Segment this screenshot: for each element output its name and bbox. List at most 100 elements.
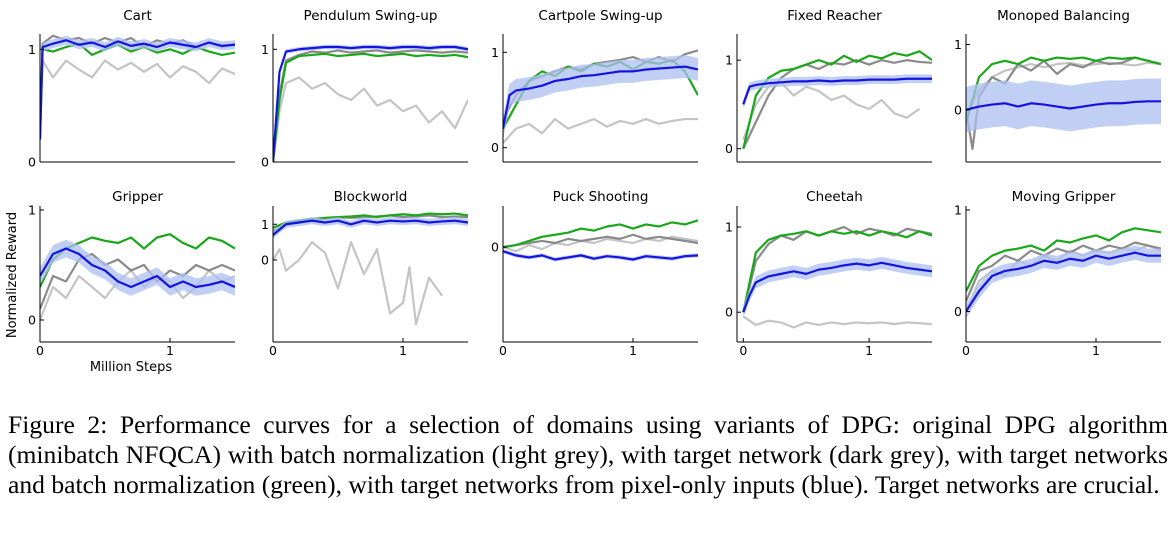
x-tick-label: 0 (36, 343, 44, 358)
y-axis-label: Normalized Reward (5, 212, 20, 338)
series-band-blue (40, 35, 235, 144)
y-tick-label: 0 (491, 140, 499, 155)
series-line-blue (966, 100, 1161, 111)
y-tick-label: 1 (725, 53, 733, 68)
x-tick-label: 0 (739, 343, 747, 358)
panel-title: Moving Gripper (1012, 189, 1116, 205)
panel-gripper: Gripper 0 1 0 1 (28, 189, 235, 358)
panel-title: Monoped Balancing (997, 8, 1130, 24)
x-axis-label: Million Steps (90, 360, 173, 375)
panel-pendulum-swing-up: Pendulum Swing-up 0 1 (261, 8, 468, 170)
x-tick-label: 1 (166, 343, 174, 358)
series-line-green (273, 52, 468, 162)
panel-title: Cheetah (806, 189, 863, 205)
y-tick-label: 0 (725, 141, 733, 156)
series-band-blue (273, 217, 468, 239)
series-line-green (742, 50, 932, 149)
y-tick-label: 0 (28, 313, 36, 328)
plot-area (503, 219, 698, 262)
panel-title: Cartpole Swing-up (538, 8, 662, 24)
plot-area (273, 44, 468, 162)
plot-area (742, 50, 932, 150)
series-line-green (966, 56, 1161, 124)
x-tick-label: 1 (1092, 343, 1100, 358)
plot-area (742, 225, 932, 329)
plot-area (40, 233, 235, 321)
series-band-blue (743, 74, 932, 109)
series-line-light_grey (273, 76, 468, 162)
y-tick-label: 0 (261, 155, 269, 170)
plot-area (503, 49, 698, 144)
series-line-blue (40, 247, 235, 289)
series-line-green (966, 227, 1161, 292)
series-band-blue (503, 249, 698, 262)
series-line-green (40, 42, 235, 140)
panel-puck-shooting: Puck Shooting 0 0 1 (491, 189, 698, 358)
y-tick-label: 1 (954, 203, 962, 218)
series-line-light_grey (742, 315, 932, 329)
series-line-blue (742, 77, 932, 105)
series-line-blue (966, 251, 1161, 313)
series-line-dark_grey (273, 49, 468, 162)
panel-title: Fixed Reacher (787, 8, 882, 24)
panel-monoped-balancing: Monoped Balancing 0 1 (954, 8, 1161, 163)
y-tick-label: 1 (261, 42, 269, 57)
y-tick-label: 0 (725, 305, 733, 320)
x-tick-label: 1 (399, 343, 407, 358)
panel-title: Gripper (112, 189, 163, 205)
y-tick-label: 1 (491, 45, 499, 60)
x-tick-label: 0 (269, 343, 277, 358)
plot-area (966, 56, 1161, 151)
panel-fixed-reacher: Fixed Reacher 0 1 (725, 8, 932, 163)
series-line-blue (742, 261, 932, 313)
y-tick-label: 0 (261, 252, 269, 267)
series-line-light_grey (503, 117, 698, 144)
series-line-blue (273, 219, 468, 236)
plot-area (273, 212, 468, 326)
figure-caption: Figure 2: Performance curves for a selec… (8, 410, 1168, 499)
series-band-blue (966, 245, 1161, 319)
series-line-dark_grey (966, 241, 1161, 302)
series-line-green (742, 230, 932, 313)
series-line-dark_grey (503, 233, 698, 249)
panel-blockworld: Blockworld 0 1 0 1 (261, 189, 468, 358)
series-line-blue (273, 45, 468, 162)
y-tick-label: 1 (28, 203, 36, 218)
y-tick-label: 1 (725, 220, 733, 235)
panel-title: Puck Shooting (553, 189, 649, 205)
y-tick-label: 1 (261, 217, 269, 232)
series-band-blue (273, 44, 468, 162)
y-tick-label: 0 (28, 155, 36, 170)
x-tick-label: 1 (865, 343, 873, 358)
panel-moving-gripper: Moving Gripper 0 1 0 1 (954, 189, 1161, 358)
x-tick-label: 0 (962, 343, 970, 358)
series-line-light_grey (742, 81, 921, 141)
y-tick-label: 0 (954, 102, 962, 117)
panel-cart: Cart 0 1 (28, 8, 235, 170)
series-line-blue (503, 65, 698, 129)
plot-area (966, 227, 1161, 319)
x-tick-label: 0 (499, 343, 507, 358)
series-line-blue (503, 250, 698, 261)
series-line-light_grey (966, 61, 1161, 117)
panel-cartpole-swing-up: Cartpole Swing-up 0 1 (491, 8, 698, 163)
y-tick-label: 1 (28, 42, 36, 57)
series-line-green (503, 219, 698, 249)
series-line-dark_grey (40, 252, 235, 310)
panel-title: Cart (123, 8, 152, 24)
panel-title: Blockworld (334, 189, 408, 205)
series-band-blue (503, 55, 698, 141)
series-line-blue (40, 39, 235, 140)
series-band-blue (966, 78, 1161, 133)
y-tick-label: 0 (954, 304, 962, 319)
x-tick-label: 1 (629, 343, 637, 358)
y-tick-label: 0 (491, 240, 499, 255)
series-line-dark_grey (742, 225, 932, 313)
series-line-dark_grey (742, 59, 932, 150)
series-line-light_grey (40, 59, 235, 134)
panel-title: Pendulum Swing-up (304, 8, 438, 24)
series-line-light_grey (273, 241, 443, 326)
panel-cheetah: Cheetah 0 1 0 1 (725, 189, 932, 358)
y-tick-label: 1 (954, 37, 962, 52)
plot-area (40, 34, 235, 144)
